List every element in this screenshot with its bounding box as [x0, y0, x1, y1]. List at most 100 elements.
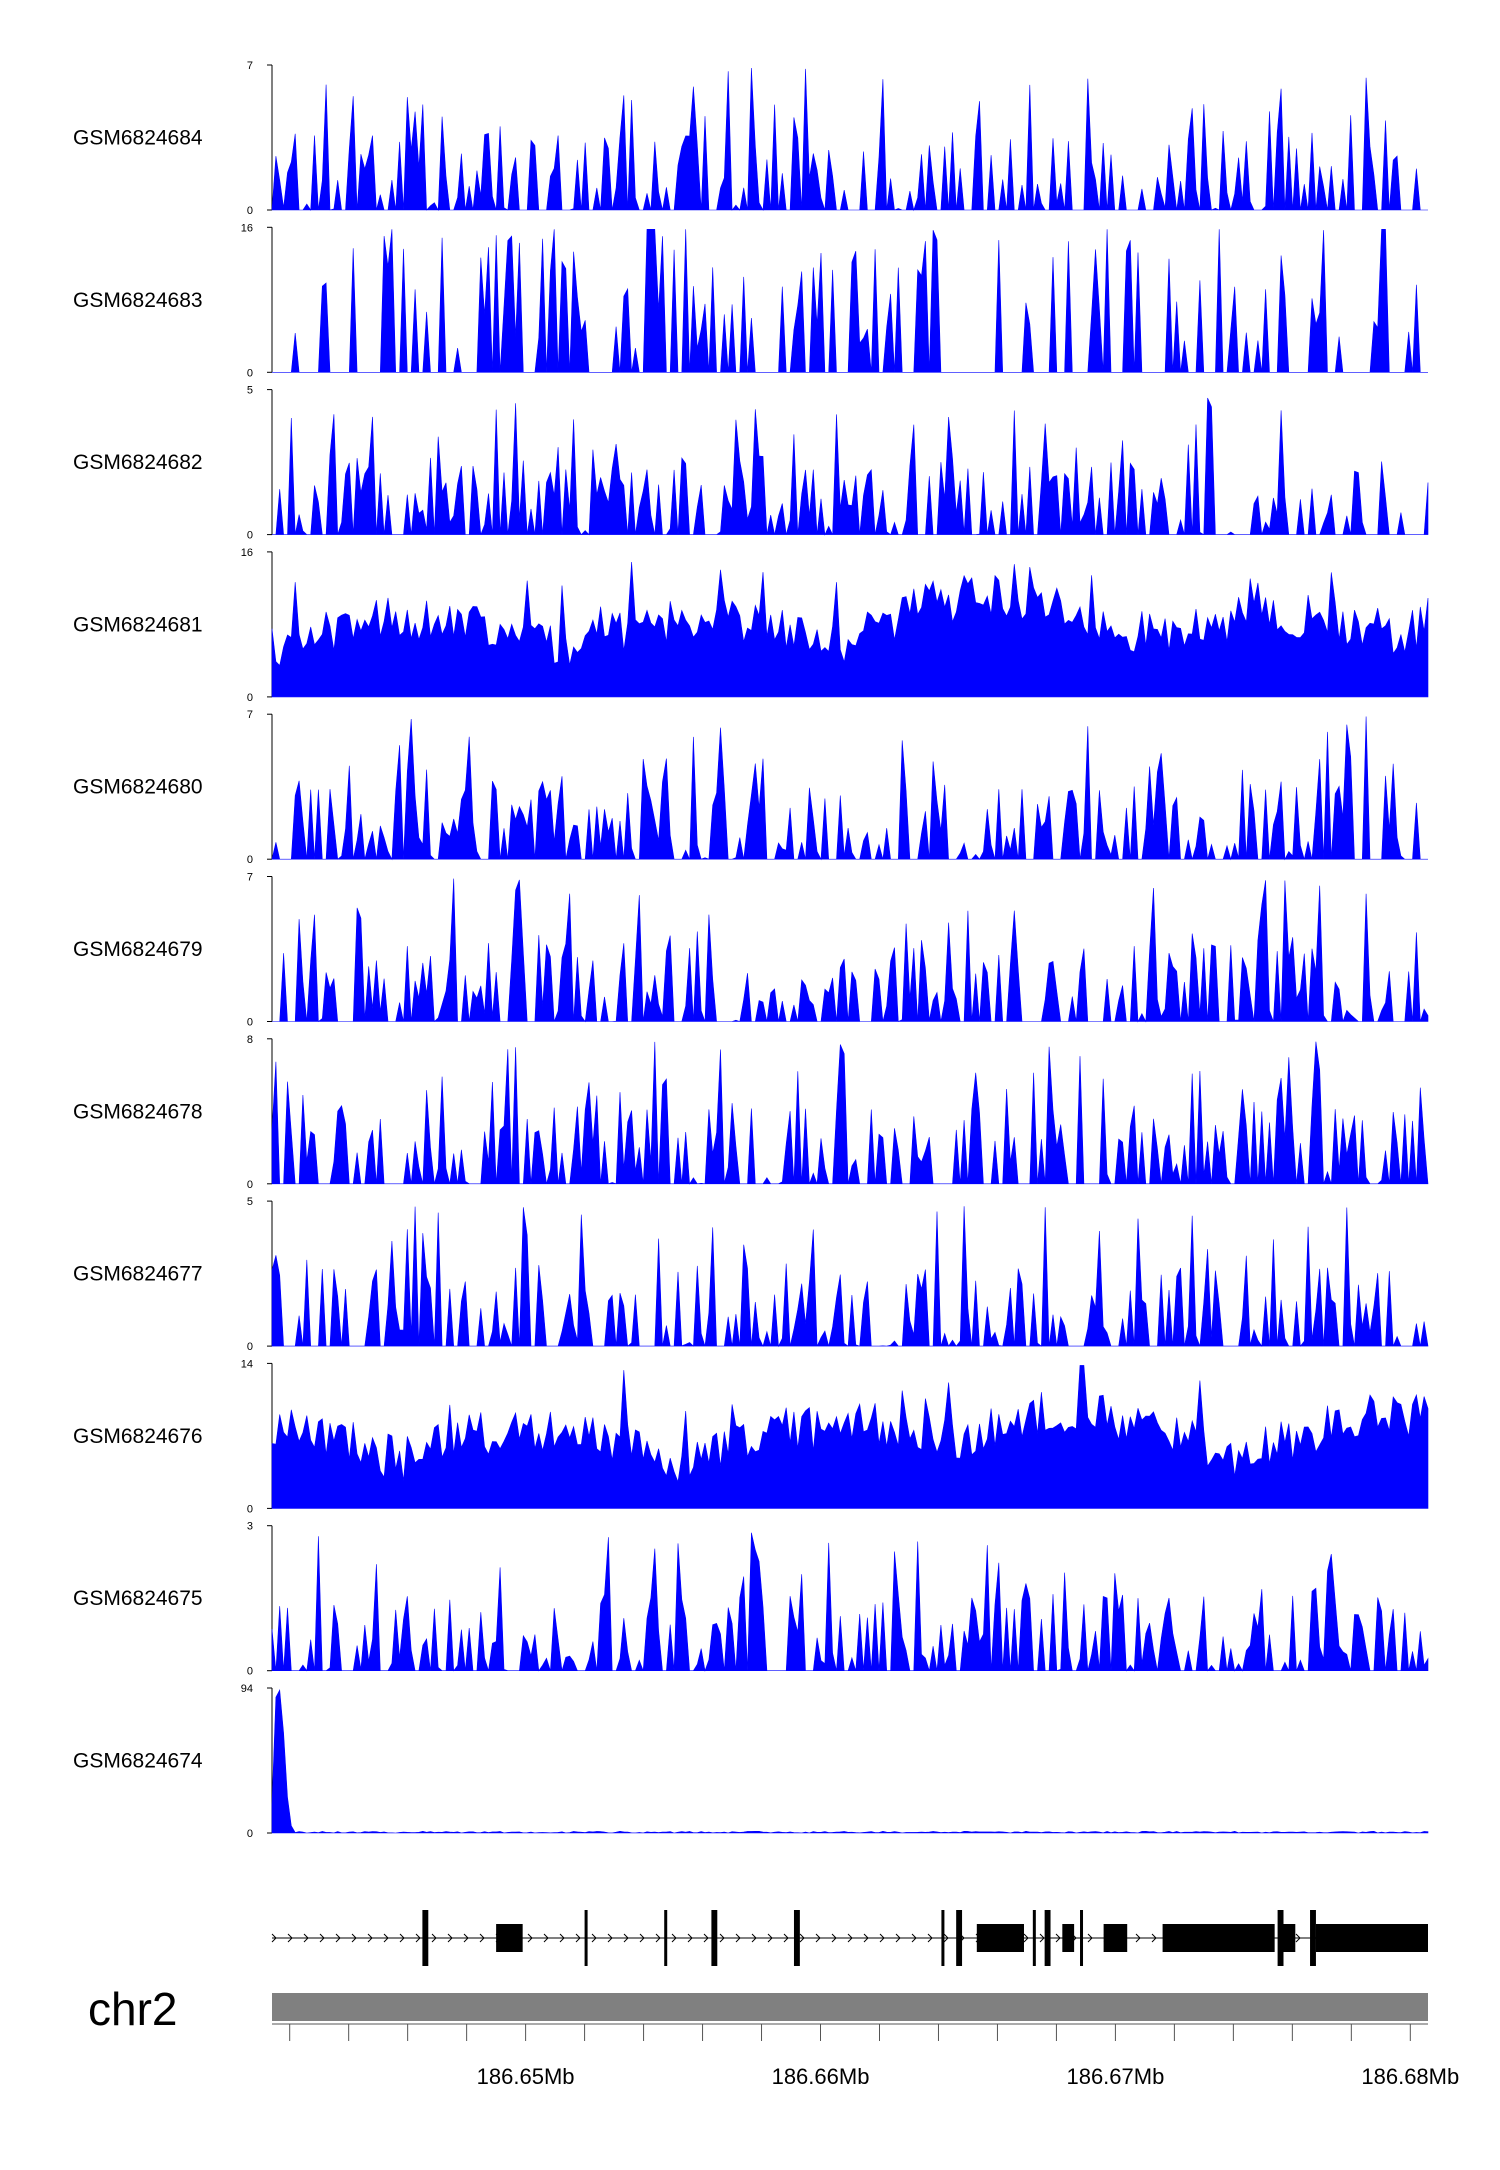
y-min-label: 0 [247, 854, 253, 866]
coverage-area [272, 878, 1429, 1023]
coverage-area [271, 1041, 1429, 1185]
y-min-label: 0 [247, 1666, 253, 1678]
gene-model-track [271, 1910, 1428, 1966]
y-max-label: 8 [247, 1034, 253, 1046]
strand-arrow [431, 1933, 437, 1943]
exon-block [1283, 1924, 1296, 1952]
strand-arrow [1023, 1933, 1029, 1943]
exon-block [941, 1910, 945, 1966]
y-min-label: 0 [247, 1179, 253, 1191]
exon-block [976, 1924, 1024, 1952]
coverage-area [271, 561, 1429, 698]
chromosome-ideogram [272, 1993, 1428, 2021]
strand-arrow [559, 1933, 565, 1943]
exon-block [1310, 1910, 1316, 1966]
coverage-area [271, 716, 1428, 861]
exon-block [1044, 1910, 1051, 1966]
strand-arrow [1087, 1933, 1093, 1943]
strand-arrow [367, 1933, 373, 1943]
strand-arrow [783, 1933, 789, 1943]
genomic-tick-label: 186.65Mb [477, 2064, 575, 2089]
strand-arrow [527, 1933, 533, 1943]
exon-block [1032, 1910, 1036, 1966]
y-max-label: 7 [247, 709, 253, 721]
strand-arrow [735, 1933, 741, 1943]
y-max-label: 7 [247, 60, 253, 72]
track-name-label: GSM6824682 [73, 451, 203, 474]
track-name-label: GSM6824683 [73, 289, 203, 312]
strand-arrow [383, 1933, 389, 1943]
strand-arrow [879, 1933, 885, 1943]
exon-block [1277, 1910, 1284, 1966]
strand-arrow [863, 1933, 869, 1943]
strand-arrow [287, 1933, 293, 1943]
coverage-tracks: GSM682468470GSM6824683160GSM682468250GSM… [73, 60, 1429, 1840]
coverage-track: GSM6824676 14 0 [73, 1358, 1429, 1515]
genomic-tick-label: 186.67Mb [1066, 2064, 1164, 2089]
strand-arrow [895, 1933, 901, 1943]
y-max-label: 3 [247, 1521, 253, 1533]
genomic-tick-label: 186.66Mb [772, 2064, 870, 2089]
track-name-label: GSM6824681 [73, 613, 203, 636]
exon-block [711, 1910, 718, 1966]
y-max-label: 16 [241, 547, 253, 559]
strand-arrow [815, 1933, 821, 1943]
strand-arrow [623, 1933, 629, 1943]
coverage-area [271, 1532, 1429, 1672]
exon-block [664, 1910, 668, 1966]
strand-arrow [687, 1933, 693, 1943]
strand-arrow [1151, 1933, 1157, 1943]
coverage-track: GSM6824681 16 0 [73, 547, 1429, 704]
coverage-area [271, 67, 1428, 212]
coverage-track: GSM6824675 3 0 [73, 1521, 1429, 1678]
strand-arrow [607, 1933, 613, 1943]
y-min-label: 0 [247, 692, 253, 704]
strand-arrow [591, 1933, 597, 1943]
track-name-label: GSM6824675 [73, 1587, 203, 1610]
strand-arrow [1135, 1933, 1141, 1943]
exon-block [956, 1910, 963, 1966]
exon-block [584, 1910, 588, 1966]
y-max-label: 7 [247, 872, 253, 884]
strand-arrow [479, 1933, 485, 1943]
strand-arrow [303, 1933, 309, 1943]
strand-arrow [463, 1933, 469, 1943]
strand-arrow [447, 1933, 453, 1943]
strand-arrow [751, 1933, 757, 1943]
y-max-label: 16 [241, 222, 253, 234]
coverage-track: GSM6824678 8 0 [73, 1034, 1429, 1191]
coverage-area [271, 1688, 1429, 1834]
strand-arrow [703, 1933, 709, 1943]
strand-arrow [575, 1933, 581, 1943]
track-name-label: GSM6824684 [73, 127, 203, 150]
strand-arrow [831, 1933, 837, 1943]
y-min-label: 0 [247, 205, 253, 217]
strand-arrow [911, 1933, 917, 1943]
strand-arrow [319, 1933, 325, 1943]
coverage-track: GSM6824684 7 0 [73, 60, 1428, 217]
strand-arrow [415, 1933, 421, 1943]
exon-block [422, 1910, 429, 1966]
y-min-label: 0 [247, 1503, 253, 1515]
coverage-area [272, 229, 1428, 373]
y-min-label: 0 [247, 1828, 253, 1840]
strand-arrow [719, 1933, 725, 1943]
coverage-track: GSM6824677 5 0 [73, 1196, 1429, 1353]
exon-block [793, 1910, 800, 1966]
track-name-label: GSM6824674 [73, 1750, 203, 1773]
strand-arrow [543, 1933, 549, 1943]
track-name-label: GSM6824680 [73, 776, 203, 799]
strand-arrow [767, 1933, 773, 1943]
track-name-label: GSM6824677 [73, 1263, 203, 1286]
y-min-label: 0 [247, 1341, 253, 1353]
genomic-tick-label: 186.68Mb [1361, 2064, 1459, 2089]
coverage-track: GSM6824679 7 0 [73, 872, 1429, 1029]
strand-arrow [799, 1933, 805, 1943]
strand-arrow [655, 1933, 661, 1943]
strand-arrow [943, 1933, 949, 1943]
y-max-label: 5 [247, 385, 253, 397]
strand-arrow [1055, 1933, 1061, 1943]
strand-arrow [639, 1933, 645, 1943]
y-min-label: 0 [247, 530, 253, 542]
